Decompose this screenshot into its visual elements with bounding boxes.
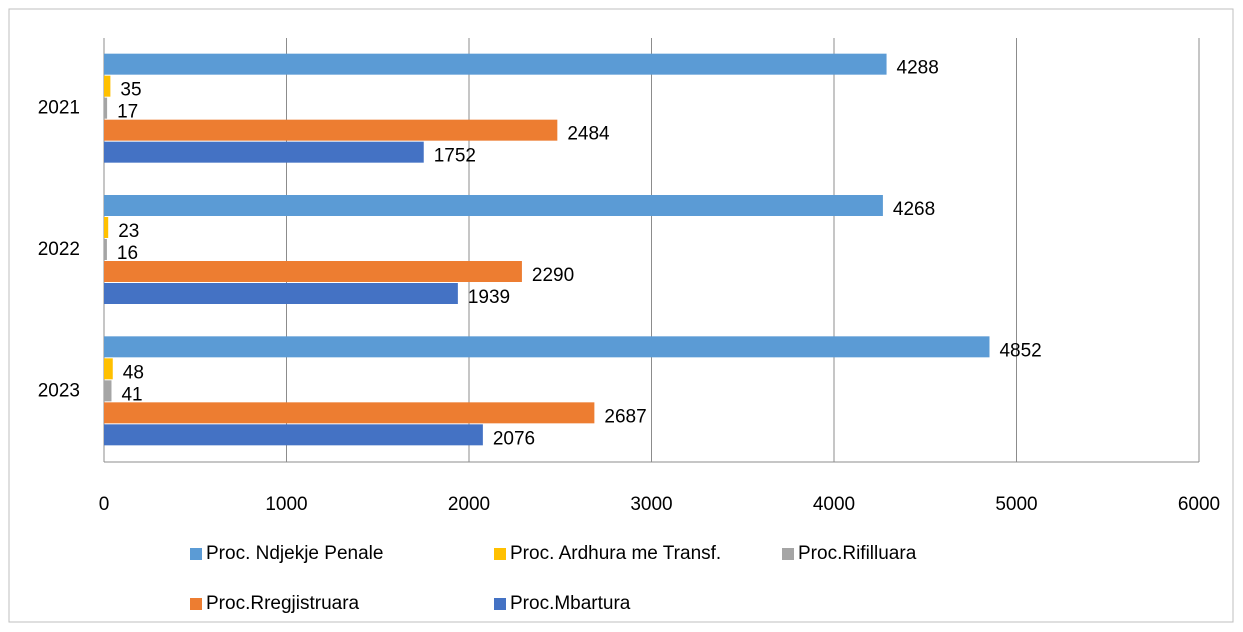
x-tick-label: 4000	[813, 494, 855, 515]
data-label: 2484	[567, 124, 610, 145]
bar	[104, 239, 107, 260]
data-label: 2290	[532, 265, 574, 286]
bar	[104, 424, 483, 446]
legend-label: Proc.Mbartura	[510, 593, 631, 614]
legend-label: Proc. Ndjekje Penale	[206, 543, 383, 564]
bar	[104, 336, 990, 358]
data-label: 23	[118, 221, 139, 242]
bar	[104, 119, 558, 141]
bar	[104, 141, 424, 163]
x-tick-label: 1000	[265, 494, 307, 515]
data-label: 2076	[493, 428, 535, 449]
data-label: 2687	[604, 406, 646, 427]
x-tick-label: 5000	[995, 494, 1037, 515]
legend-label: Proc.Rregjistruara	[206, 593, 360, 614]
legend-swatch	[782, 548, 794, 560]
data-label: 17	[117, 102, 138, 123]
bar	[104, 97, 108, 119]
x-tick-label: 3000	[630, 494, 672, 515]
legend-label: Proc. Ardhura me Transf.	[510, 543, 721, 564]
bar	[104, 53, 887, 75]
bar	[104, 380, 112, 402]
legend-swatch	[190, 598, 202, 610]
bar	[104, 195, 883, 216]
data-label: 4288	[897, 58, 939, 79]
bar	[104, 75, 111, 97]
chart-border	[8, 8, 1234, 623]
y-tick-label: 2022	[38, 239, 80, 260]
legend-swatch	[494, 598, 506, 610]
x-tick-label: 0	[99, 494, 110, 515]
data-label: 4268	[893, 199, 935, 220]
data-label: 48	[123, 362, 144, 383]
bar	[104, 358, 113, 380]
y-tick-label: 2023	[38, 380, 80, 401]
y-tick-label: 2021	[38, 98, 80, 119]
data-label: 41	[121, 384, 142, 405]
data-label: 35	[120, 80, 141, 101]
bar	[104, 402, 595, 424]
legend-label: Proc.Rifilluara	[798, 543, 917, 564]
bar	[104, 261, 522, 282]
x-tick-label: 6000	[1178, 494, 1220, 515]
data-label: 1752	[434, 146, 476, 167]
bar	[104, 283, 458, 304]
legend-swatch	[190, 548, 202, 560]
data-label: 16	[117, 243, 138, 264]
x-tick-label: 2000	[448, 494, 490, 515]
data-label: 4852	[999, 340, 1041, 361]
bar	[104, 217, 109, 238]
legend-swatch	[494, 548, 506, 560]
data-label: 1939	[468, 287, 510, 308]
